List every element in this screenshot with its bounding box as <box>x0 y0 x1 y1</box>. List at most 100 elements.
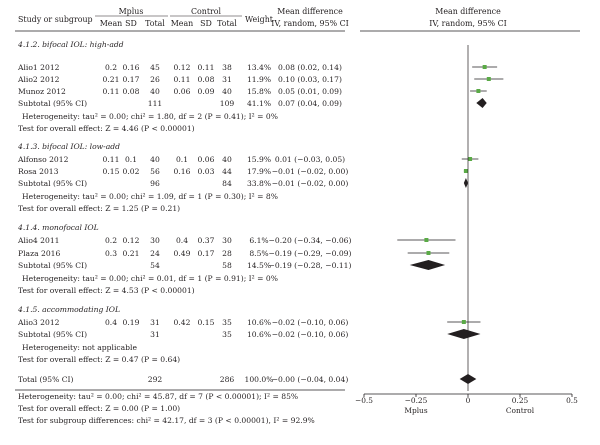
x-tick-label: −0.25 <box>405 396 428 405</box>
x-tick-label: 0.25 <box>512 396 529 405</box>
footer-line-2: Test for overall effect: Z = 0.00 (P = 1… <box>18 404 180 413</box>
subgroup-title: 4.1.2. bifocal IOL: high-add <box>17 40 124 49</box>
study-control-mean: 0.42 <box>174 318 191 327</box>
study-weight: 10.6% <box>247 318 271 327</box>
study-mplus-mean: 0.2 <box>105 63 117 72</box>
header-study: Study or subgroup <box>18 15 93 24</box>
study-point <box>476 89 481 93</box>
study-control-mean: 0.12 <box>174 63 191 72</box>
subgroup-overall-effect: Test for overall effect: Z = 0.47 (P = 0… <box>18 355 180 364</box>
study-name: Plaza 2016 <box>18 249 61 258</box>
subtotal-ci: −0.01 (−0.02, 0.00) <box>272 179 349 188</box>
study-control-mean: 0.1 <box>176 155 188 164</box>
study-name: Munoz 2012 <box>18 87 66 96</box>
header-col-sd: SD <box>125 19 137 28</box>
study-weight: 6.1% <box>249 236 268 245</box>
study-mplus-total: 30 <box>150 236 160 245</box>
study-point <box>426 251 431 255</box>
subtotal-ci: 0.07 (0.04, 0.09) <box>278 99 342 108</box>
total-weight: 100.0% <box>245 375 274 384</box>
study-control-mean: 0.4 <box>176 236 188 245</box>
study-control-sd: 0.03 <box>198 167 215 176</box>
study-ci: 0.10 (0.03, 0.17) <box>278 75 342 84</box>
study-ci: 0.08 (0.02, 0.14) <box>278 63 342 72</box>
total-ci: −0.00 (−0.04, 0.04) <box>272 375 349 384</box>
footer-line-1: Heterogeneity: tau² = 0.00; chi² = 45.87… <box>18 392 298 401</box>
header-md-sub: IV, random, 95% CI <box>271 19 349 28</box>
study-mplus-total: 56 <box>150 167 160 176</box>
study-weight: 15.8% <box>247 87 271 96</box>
study-mplus-total: 24 <box>150 249 160 258</box>
x-tick-label: 0.5 <box>566 396 578 405</box>
study-mplus-sd: 0.08 <box>123 87 140 96</box>
x-tick-label: 0 <box>466 396 471 405</box>
study-mplus-sd: 0.19 <box>123 318 140 327</box>
study-control-total: 31 <box>222 75 232 84</box>
study-control-sd: 0.15 <box>198 318 215 327</box>
study-name: Alfonso 2012 <box>17 155 69 164</box>
subgroup-title: 4.1.3. bifocal IOL: low-add <box>17 142 120 151</box>
study-weight: 15.9% <box>247 155 271 164</box>
study-control-total: 35 <box>222 318 232 327</box>
study-control-sd: 0.09 <box>198 87 215 96</box>
study-weight: 13.4% <box>247 63 271 72</box>
study-mplus-mean: 0.21 <box>103 75 120 84</box>
study-control-sd: 0.08 <box>198 75 215 84</box>
subtotal-mplus-total: 111 <box>148 99 163 108</box>
study-mplus-sd: 0.21 <box>123 249 140 258</box>
study-ci: −0.02 (−0.10, 0.06) <box>272 318 349 327</box>
total-label: Total (95% CI) <box>18 375 74 384</box>
header-col-mean: Mean <box>171 19 194 28</box>
study-control-sd: 0.11 <box>198 63 215 72</box>
study-mplus-total: 31 <box>150 318 160 327</box>
subtotal-diamond <box>463 178 468 188</box>
study-name: Alio2 2012 <box>17 75 60 84</box>
study-mplus-sd: 0.02 <box>123 167 140 176</box>
study-point <box>424 238 429 242</box>
study-mplus-sd: 0.12 <box>123 236 140 245</box>
study-mplus-total: 40 <box>150 87 160 96</box>
header-control: Control <box>191 7 222 16</box>
subtotal-weight: 10.6% <box>247 330 271 339</box>
x-tick-label: −0.5 <box>355 396 373 405</box>
header-col-mean: Mean <box>100 19 123 28</box>
study-name: Rosa 2013 <box>18 167 59 176</box>
total-mplus-total: 292 <box>148 375 163 384</box>
study-mplus-total: 40 <box>150 155 160 164</box>
subgroup-overall-effect: Test for overall effect: Z = 1.25 (P = 0… <box>18 204 180 213</box>
study-weight: 17.9% <box>247 167 271 176</box>
study-control-mean: 0.06 <box>174 87 191 96</box>
study-control-total: 40 <box>222 87 232 96</box>
total-control-total: 286 <box>220 375 235 384</box>
subgroup-heterogeneity: Heterogeneity: tau² = 0.00; chi² = 0.01,… <box>22 274 278 283</box>
study-mplus-sd: 0.16 <box>123 63 140 72</box>
subgroup-overall-effect: Test for overall effect: Z = 4.53 (P < 0… <box>18 286 195 295</box>
header-weight: Weight <box>245 15 274 24</box>
header-col-total: Total <box>217 19 237 28</box>
header-plot-title: Mean difference <box>435 7 501 16</box>
subtotal-control-total: 58 <box>222 261 232 270</box>
study-control-mean: 0.49 <box>174 249 191 258</box>
study-point <box>461 320 466 324</box>
subtotal-label: Subtotal (95% CI) <box>18 99 87 108</box>
study-control-total: 30 <box>222 236 232 245</box>
study-mplus-mean: 0.11 <box>103 87 120 96</box>
subtotal-diamond <box>447 329 481 339</box>
header-plot-sub: IV, random, 95% CI <box>429 19 507 28</box>
subtotal-control-total: 84 <box>222 179 232 188</box>
subgroup-heterogeneity: Heterogeneity: tau² = 0.00; chi² = 1.09,… <box>22 192 278 201</box>
study-control-sd: 0.17 <box>198 249 215 258</box>
study-point <box>486 77 491 81</box>
study-mplus-mean: 0.3 <box>105 249 117 258</box>
footer-line-3: Test for subgroup differences: chi² = 42… <box>18 416 315 425</box>
subtotal-ci: −0.19 (−0.28, −0.11) <box>269 261 352 270</box>
study-mplus-mean: 0.15 <box>103 167 120 176</box>
study-ci: −0.19 (−0.29, −0.09) <box>269 249 352 258</box>
study-mplus-total: 26 <box>150 75 160 84</box>
study-weight: 11.9% <box>247 75 271 84</box>
study-control-total: 28 <box>222 249 232 258</box>
study-name: Alio1 2012 <box>17 63 60 72</box>
study-point <box>463 169 468 173</box>
study-control-mean: 0.16 <box>174 167 191 176</box>
header-col-total: Total <box>145 19 165 28</box>
